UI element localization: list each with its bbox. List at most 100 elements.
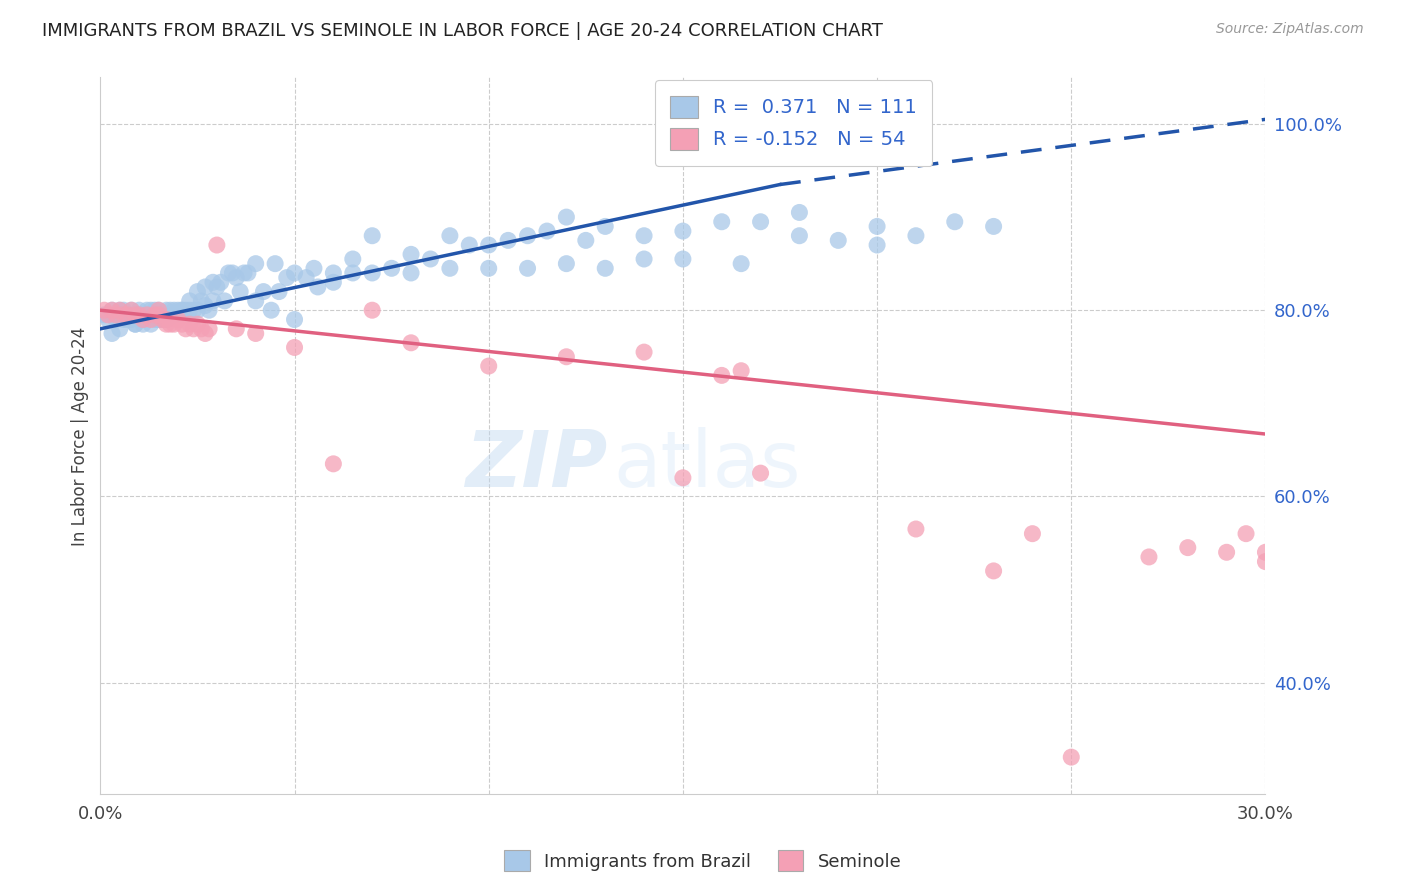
Point [1060, 750, 1083, 764]
Point [1021, 526, 1043, 541]
Point [117, 312, 139, 326]
Point [827, 233, 849, 247]
Point [155, 312, 177, 326]
Point [283, 341, 305, 355]
Point [136, 303, 159, 318]
Point [132, 317, 155, 331]
Point [672, 471, 695, 485]
Point [633, 228, 655, 243]
Point [93, 308, 115, 322]
Point [496, 233, 519, 247]
Point [478, 238, 501, 252]
Point [170, 303, 193, 318]
Point [555, 350, 578, 364]
Point [186, 285, 208, 299]
Point [97, 308, 120, 322]
Point [155, 303, 177, 318]
Point [183, 322, 205, 336]
Point [276, 270, 298, 285]
Point [245, 257, 267, 271]
Point [163, 308, 186, 322]
Point [302, 261, 325, 276]
Point [633, 345, 655, 359]
Point [672, 224, 695, 238]
Point [361, 303, 384, 318]
Point [190, 293, 212, 308]
Point [264, 257, 287, 271]
Text: Source: ZipAtlas.com: Source: ZipAtlas.com [1216, 22, 1364, 37]
Y-axis label: In Labor Force | Age 20-24: In Labor Force | Age 20-24 [72, 326, 89, 546]
Point [104, 312, 127, 326]
Point [120, 312, 142, 326]
Point [159, 303, 181, 318]
Point [283, 266, 305, 280]
Point [1177, 541, 1199, 555]
Point [112, 308, 135, 322]
Point [516, 228, 538, 243]
Point [201, 275, 224, 289]
Point [295, 270, 318, 285]
Point [170, 303, 193, 318]
Point [214, 293, 236, 308]
Point [108, 322, 131, 336]
Point [167, 312, 190, 326]
Point [155, 312, 177, 326]
Point [267, 285, 290, 299]
Point [730, 257, 752, 271]
Point [194, 299, 217, 313]
Text: ZIP: ZIP [465, 426, 607, 502]
Point [163, 303, 186, 318]
Point [593, 219, 616, 234]
Point [419, 252, 441, 266]
Point [124, 317, 146, 331]
Point [139, 308, 162, 322]
Point [124, 317, 146, 331]
Point [205, 280, 228, 294]
Point [148, 312, 170, 326]
Point [186, 317, 208, 331]
Point [201, 293, 224, 308]
Point [322, 457, 344, 471]
Point [205, 238, 228, 252]
Point [190, 322, 212, 336]
Point [710, 368, 733, 383]
Point [225, 322, 247, 336]
Point [120, 303, 142, 318]
Point [252, 285, 274, 299]
Point [132, 312, 155, 326]
Point [478, 261, 501, 276]
Point [117, 308, 139, 322]
Point [148, 312, 170, 326]
Point [148, 308, 170, 322]
Point [904, 228, 927, 243]
Point [260, 303, 283, 318]
Point [132, 312, 155, 326]
Point [97, 312, 120, 326]
Point [218, 266, 240, 280]
Point [136, 308, 159, 322]
Point [458, 238, 481, 252]
Point [555, 210, 578, 224]
Point [749, 466, 772, 480]
Point [236, 266, 259, 280]
Point [124, 308, 146, 322]
Point [943, 215, 966, 229]
Point [108, 308, 131, 322]
Legend: R =  0.371   N = 111, R = -0.152   N = 54: R = 0.371 N = 111, R = -0.152 N = 54 [655, 80, 932, 166]
Point [120, 303, 142, 318]
Point [399, 247, 422, 261]
Point [194, 326, 217, 341]
Point [983, 564, 1005, 578]
Text: atlas: atlas [613, 426, 800, 502]
Point [117, 308, 139, 322]
Point [633, 252, 655, 266]
Point [128, 303, 150, 318]
Point [322, 275, 344, 289]
Point [108, 303, 131, 318]
Point [245, 293, 267, 308]
Point [198, 322, 221, 336]
Point [283, 312, 305, 326]
Point [983, 219, 1005, 234]
Point [1234, 526, 1257, 541]
Point [789, 205, 811, 219]
